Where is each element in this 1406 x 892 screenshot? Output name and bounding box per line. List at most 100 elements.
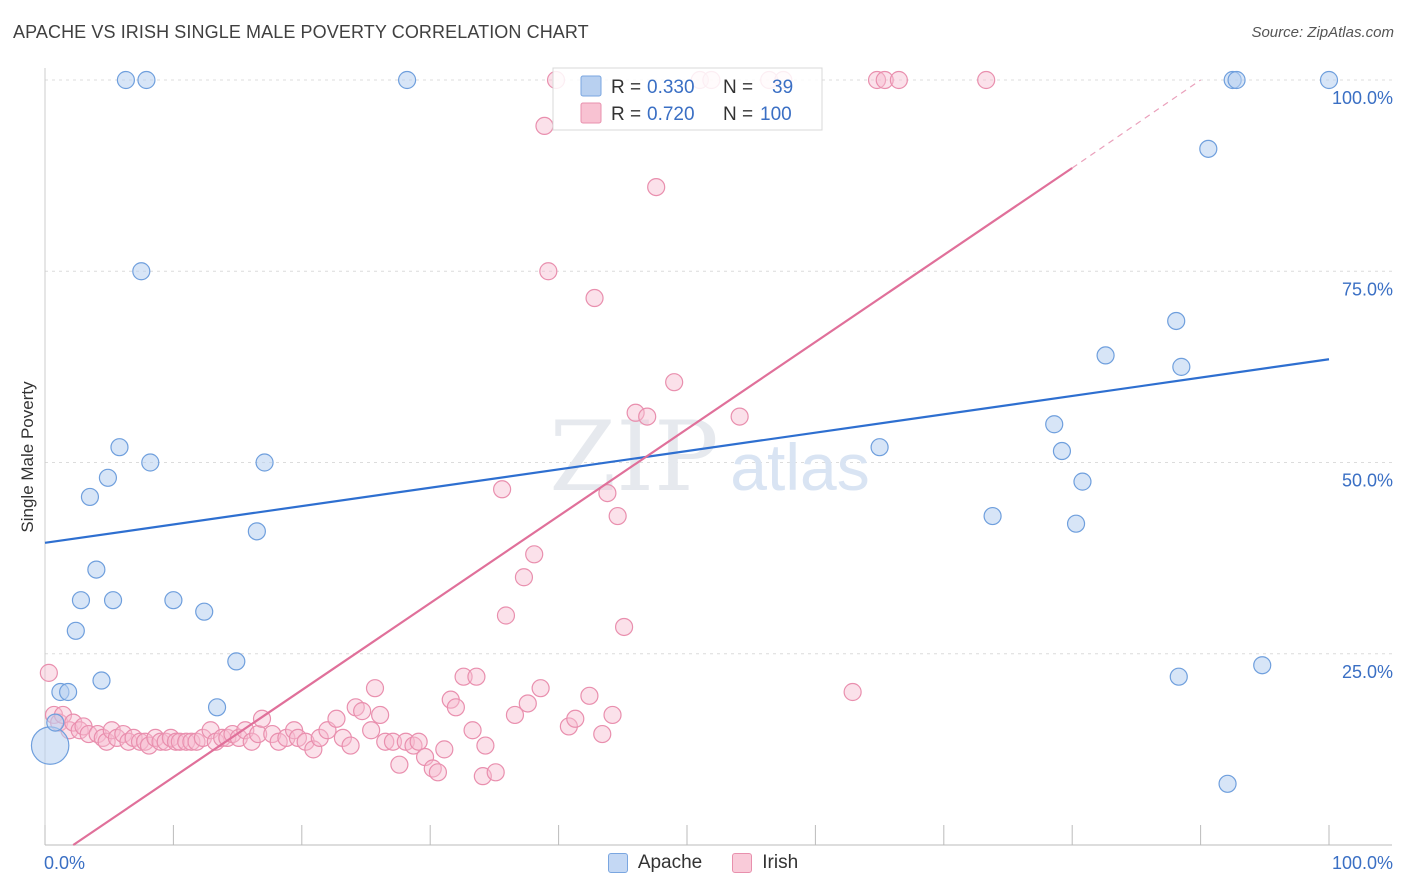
apache-point [983, 506, 1002, 526]
irish-point [383, 732, 403, 751]
apache-point [397, 70, 417, 90]
irish-point [585, 288, 604, 308]
irish-point [428, 763, 448, 782]
x-tick-label: 100.0% [1332, 853, 1393, 873]
apache-point [1253, 656, 1272, 675]
apache-point [98, 468, 118, 487]
apache-point [207, 698, 227, 717]
legend-item-irish: Irish [732, 852, 798, 874]
apache-point [110, 438, 129, 457]
irish-point [603, 705, 622, 725]
apache-point [141, 453, 160, 472]
apache-point [30, 726, 70, 765]
irish-point [514, 568, 534, 587]
apache-point [1073, 472, 1092, 491]
apache-point [92, 671, 111, 690]
irish-point [518, 694, 537, 713]
irish-point [166, 732, 186, 751]
irish-point [598, 484, 617, 503]
irish-point [341, 736, 360, 755]
apache-point [1096, 346, 1115, 365]
y-tick-label: 75.0% [1342, 279, 1393, 299]
irish-point [182, 732, 201, 751]
apache-point [137, 70, 156, 90]
apache-points [30, 70, 1339, 793]
trend-lines [44, 79, 1330, 846]
apache-point [80, 487, 100, 507]
irish-point [486, 763, 505, 782]
watermark-zip: ZIP [549, 401, 718, 513]
irish-points [39, 70, 996, 786]
chart-title: APACHE VS IRISH SINGLE MALE POVERTY CORR… [13, 22, 589, 42]
irish-point [977, 70, 996, 90]
irish-point [365, 679, 385, 698]
irish-point [665, 373, 684, 392]
apache-point [1169, 667, 1188, 686]
irish-point [525, 545, 544, 564]
apache-point [46, 713, 65, 732]
irish-point [454, 667, 473, 686]
apache-point [1066, 514, 1086, 533]
irish-point [614, 617, 634, 637]
legend-swatch-irish-bottom [732, 853, 753, 873]
irish-point [539, 262, 558, 281]
irish-point [730, 407, 749, 426]
legend-label-irish: Irish [762, 852, 799, 873]
legend-r-label-irish: R = [611, 104, 641, 125]
apache-point [195, 602, 214, 621]
irish-point [647, 178, 666, 197]
irish-point [333, 728, 352, 748]
legend-n-label-irish: N = [723, 104, 753, 125]
apache-point [1167, 311, 1186, 331]
apache-point [103, 591, 123, 610]
apache-point [132, 262, 151, 281]
apache-point [66, 621, 85, 640]
source-credit: Source: ZipAtlas.com [1251, 24, 1394, 41]
irish-point [151, 732, 170, 751]
irish-point [875, 70, 894, 90]
irish-point [296, 732, 315, 751]
x-tick-label: 0.0% [44, 853, 85, 873]
apache-point [1218, 774, 1237, 793]
legend-r-label-apache: R = [611, 77, 641, 98]
irish-point [476, 736, 495, 755]
irish-point [496, 606, 516, 625]
irish-point [531, 679, 550, 698]
apache-point [870, 438, 889, 457]
irish-point [353, 702, 372, 721]
irish-point [97, 732, 116, 751]
irish-point [376, 732, 395, 751]
apache-point [227, 652, 246, 671]
irish-point [626, 403, 645, 422]
irish-point [435, 740, 454, 759]
y-tick-labels: 25.0% 50.0% 75.0% 100.0% [1332, 88, 1393, 682]
legend-swatch-apache-bottom [607, 853, 628, 873]
irish-point [371, 705, 390, 725]
gridlines [45, 79, 1393, 655]
legend-swatch-apache [580, 75, 602, 97]
apache-point [87, 560, 106, 579]
irish-point [889, 70, 908, 90]
irish-point [467, 667, 486, 686]
irish-point [310, 728, 329, 748]
legend-swatch-irish [580, 102, 602, 124]
irish-point [446, 698, 465, 717]
apache-point [1052, 441, 1072, 461]
legend-label-apache: Apache [637, 852, 703, 873]
irish-point [608, 506, 627, 526]
apache-point [71, 591, 91, 610]
y-tick-label: 25.0% [1342, 662, 1393, 682]
y-tick-label: 50.0% [1342, 471, 1393, 491]
irish-point [304, 740, 323, 759]
apache-point [59, 682, 78, 702]
apache-point [1045, 415, 1064, 434]
apache-point [255, 453, 274, 472]
legend-n-value-irish: 100 [760, 104, 792, 125]
irish-point [493, 480, 512, 499]
apache-point [1227, 70, 1246, 90]
irish-point [580, 686, 599, 705]
irish-point [39, 663, 58, 682]
irish-point [867, 70, 887, 90]
irish-point [566, 709, 585, 728]
